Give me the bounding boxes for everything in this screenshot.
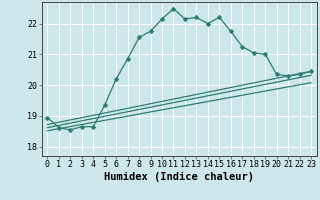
X-axis label: Humidex (Indice chaleur): Humidex (Indice chaleur) [104, 172, 254, 182]
